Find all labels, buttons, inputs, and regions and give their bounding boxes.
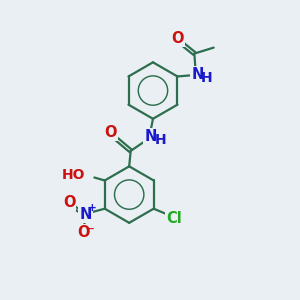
Text: O: O [171, 31, 184, 46]
Text: O: O [63, 195, 75, 210]
Text: O: O [78, 225, 90, 240]
Text: H: H [154, 133, 166, 147]
Text: O: O [104, 125, 117, 140]
Text: H: H [201, 71, 213, 85]
Text: N: N [191, 68, 203, 82]
Text: HO: HO [62, 167, 86, 182]
Text: N: N [144, 129, 157, 144]
Text: ⁻: ⁻ [87, 225, 94, 240]
Text: +: + [88, 203, 96, 213]
Text: Cl: Cl [166, 211, 182, 226]
Text: N: N [79, 207, 92, 222]
